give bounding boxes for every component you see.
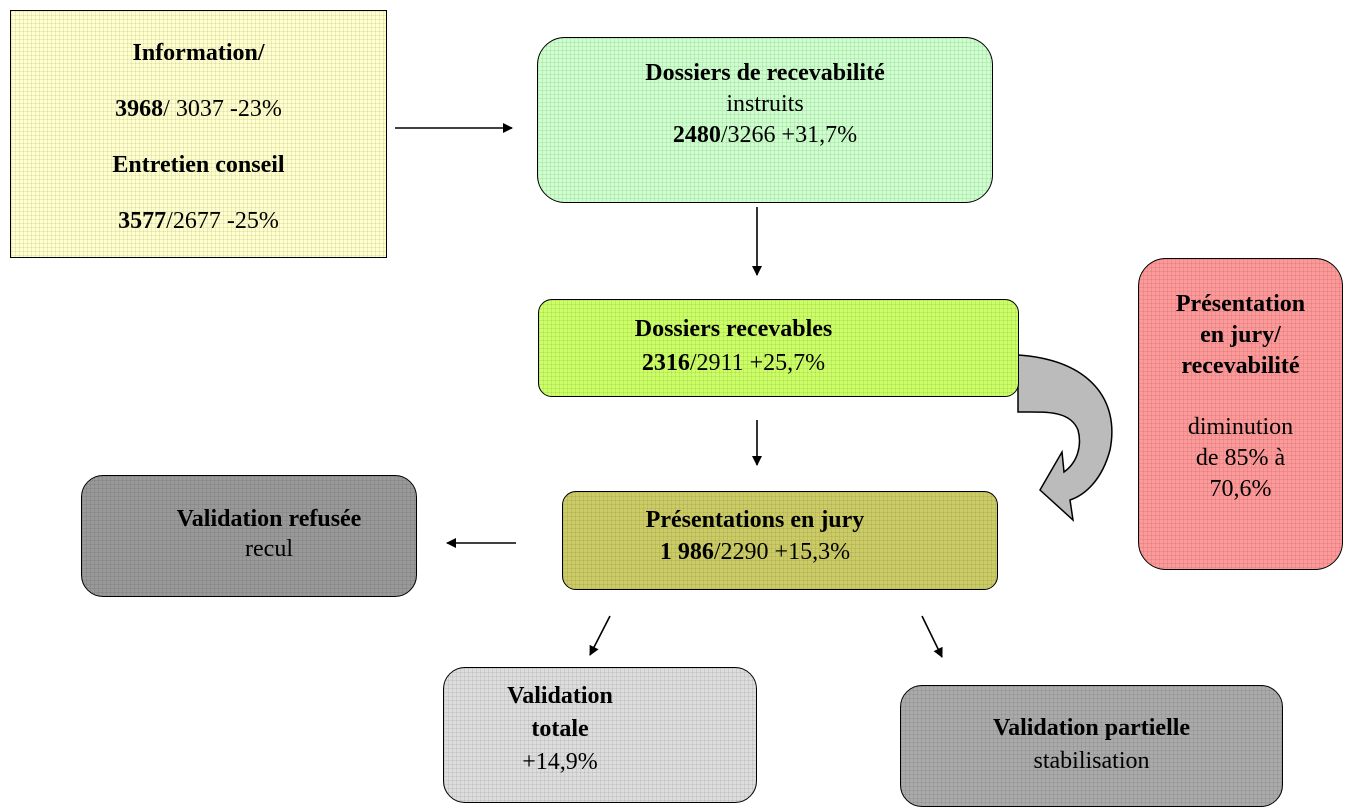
- arrow: [921, 615, 943, 658]
- node-box: Information/3968/ 3037 -23% Entretien con…: [10, 10, 387, 258]
- node-box: Validation totale +14,9%: [443, 667, 757, 803]
- text: /2290 +15,3%: [713, 539, 851, 565]
- bold-text: Présentation: [1175, 291, 1306, 317]
- bold-text: 1 986: [659, 539, 714, 565]
- node-line: diminution: [1139, 412, 1342, 443]
- node-line: Présentation: [1139, 289, 1342, 320]
- node-line: de 85% à: [1139, 443, 1342, 474]
- arrow: [589, 615, 611, 656]
- node-line: +14,9%: [444, 746, 676, 779]
- text: +14,9%: [522, 749, 598, 775]
- node-line: 70,6%: [1139, 474, 1342, 505]
- node-box: Dossiers de recevabilité instruits 2480/32…: [537, 37, 993, 203]
- node-box: Validation refusée recul: [81, 475, 417, 597]
- node-line: Dossiers de recevabilité: [538, 58, 992, 89]
- bold-text: Validation partielle: [992, 715, 1191, 741]
- node-line: recevabilité: [1139, 351, 1342, 382]
- node-line: Entretien conseil: [11, 137, 386, 193]
- bold-text: Entretien conseil: [112, 152, 285, 178]
- node-line: stabilisation: [901, 745, 1282, 778]
- text: instruits: [726, 91, 804, 117]
- node-line: Validation: [444, 680, 676, 713]
- curved-arrow: [1017, 354, 1113, 522]
- node-line: recul: [122, 534, 416, 564]
- node-line: 1 986/2290 +15,3%: [563, 536, 947, 568]
- bold-text: en jury/: [1200, 322, 1281, 348]
- text: 70,6%: [1209, 476, 1272, 502]
- bold-text: 3968: [115, 96, 164, 122]
- node-box: Dossiers recevables 2316/2911 +25,7%: [538, 299, 1019, 397]
- text: /3266 +31,7%: [720, 122, 858, 148]
- text: stabilisation: [1033, 748, 1150, 774]
- text: / 3037 -23%: [163, 96, 282, 122]
- node-line: en jury/: [1139, 320, 1342, 351]
- node-box: Présentation en jury/recevabilité diminuti…: [1138, 258, 1343, 570]
- node-line: totale: [444, 713, 676, 746]
- node-line: 3968/ 3037 -23%: [11, 81, 386, 137]
- node-line: Validation refusée: [122, 504, 416, 534]
- bold-text: Présentations en jury: [645, 507, 865, 533]
- node-box: Présentations en jury 1 986/2290 +15,3%: [562, 491, 998, 590]
- node-line: instruits: [538, 89, 992, 120]
- bold-text: Information/: [132, 40, 265, 66]
- bold-text: totale: [531, 716, 589, 742]
- text: diminution: [1187, 414, 1294, 440]
- text: /2911 +25,7%: [689, 350, 826, 376]
- bold-text: Validation: [507, 683, 613, 709]
- text: recul: [245, 536, 293, 562]
- node-line: Validation partielle: [901, 712, 1282, 745]
- node-box: Validation partielle stabilisation: [900, 685, 1283, 807]
- text: /2677 -25%: [166, 208, 279, 234]
- text: de 85% à: [1195, 445, 1286, 471]
- node-line: 2480/3266 +31,7%: [538, 120, 992, 151]
- bold-text: Dossiers de recevabilité: [645, 60, 885, 86]
- bold-text: 2480: [672, 122, 721, 148]
- node-line: 2316/2911 +25,7%: [539, 346, 928, 380]
- node-line: 3577/2677 -25%: [11, 193, 386, 249]
- bold-text: Validation refusée: [176, 506, 362, 532]
- node-line: Présentations en jury: [563, 504, 947, 536]
- bold-text: recevabilité: [1181, 353, 1300, 379]
- bold-text: 2316: [641, 350, 690, 376]
- node-line: Dossiers recevables: [539, 312, 928, 346]
- node-line: Information/: [11, 25, 386, 81]
- bold-text: Dossiers recevables: [634, 316, 833, 342]
- bold-text: 3577: [118, 208, 167, 234]
